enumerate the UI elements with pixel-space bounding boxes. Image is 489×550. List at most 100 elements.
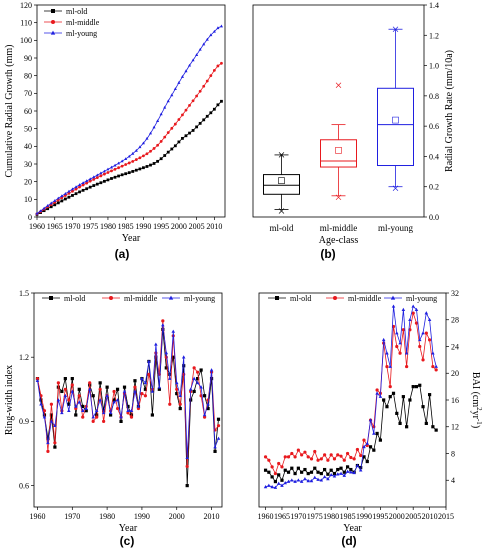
x-tick-label: 1960 bbox=[29, 222, 45, 231]
plot-frame bbox=[252, 4, 425, 218]
x-axis-label: Year bbox=[343, 523, 362, 534]
data-point-ml-young bbox=[195, 380, 200, 385]
x-tick-label: 2005 bbox=[405, 512, 421, 521]
data-point-ml-young bbox=[427, 317, 432, 322]
y-tick-label: 0.0 bbox=[429, 213, 439, 222]
data-point-ml-old bbox=[138, 167, 142, 171]
data-point-ml-middle bbox=[349, 455, 353, 460]
data-point-ml-old bbox=[110, 177, 113, 180]
data-point-ml-old bbox=[81, 188, 85, 192]
data-point-ml-young bbox=[280, 483, 284, 487]
y-tick-label: 0.9 bbox=[19, 417, 29, 426]
data-point-ml-young bbox=[365, 441, 370, 445]
data-point-ml-young bbox=[213, 445, 217, 449]
data-point-ml-old bbox=[421, 405, 425, 409]
data-point-ml-middle bbox=[74, 406, 78, 411]
x-tick-label: 1990 bbox=[135, 222, 151, 231]
data-point-ml-old bbox=[326, 472, 330, 476]
y-tick-label: 0 bbox=[28, 213, 32, 222]
data-point-ml-young bbox=[335, 472, 340, 476]
data-point-ml-young bbox=[191, 58, 195, 62]
mean-marker bbox=[392, 116, 399, 124]
data-point-ml-old bbox=[157, 387, 161, 391]
data-point-ml-old bbox=[119, 419, 123, 423]
data-point-ml-middle bbox=[134, 158, 138, 161]
data-point-ml-young bbox=[195, 53, 199, 56]
data-point-ml-middle bbox=[293, 455, 297, 459]
data-point-ml-middle bbox=[195, 94, 199, 98]
data-point-ml-old bbox=[95, 182, 99, 186]
data-point-ml-young bbox=[141, 141, 145, 145]
min-marker bbox=[335, 194, 342, 201]
data-point-ml-old bbox=[283, 468, 287, 472]
data-point-ml-old bbox=[74, 192, 78, 196]
data-point-ml-middle bbox=[156, 143, 160, 147]
data-point-ml-old bbox=[293, 471, 297, 476]
data-point-ml-middle bbox=[431, 364, 435, 369]
data-point-ml-young bbox=[120, 159, 124, 163]
y-tick-label: 24 bbox=[451, 342, 459, 351]
mean-marker bbox=[278, 177, 285, 184]
x-tick-label: 1980 bbox=[100, 222, 116, 231]
data-point-ml-young bbox=[276, 481, 281, 485]
y-axis-label: Ring-width index bbox=[4, 365, 15, 435]
series-line-ml-middle bbox=[36, 62, 222, 215]
data-point-ml-young bbox=[80, 408, 85, 412]
y-tick-label: 0.6 bbox=[19, 481, 29, 490]
data-point-ml-young bbox=[319, 478, 324, 482]
data-point-ml-old bbox=[313, 466, 317, 470]
data-point-ml-middle bbox=[375, 388, 379, 392]
data-point-ml-middle bbox=[175, 387, 179, 391]
data-point-ml-old bbox=[300, 470, 304, 474]
x-tick-label: 1980 bbox=[323, 512, 339, 521]
data-point-ml-young bbox=[267, 483, 271, 487]
series-ml-young bbox=[35, 323, 221, 460]
data-point-ml-young bbox=[67, 408, 71, 412]
series-ml-old bbox=[35, 327, 221, 488]
data-point-ml-old bbox=[49, 413, 54, 417]
data-point-ml-young bbox=[119, 415, 123, 419]
data-point-ml-middle bbox=[280, 465, 284, 469]
panel-c-ring-width-index: 1960 1970 1980 1990 2000 2010 0.6 0.9 1.2 1.5 Year… bbox=[4, 289, 223, 534]
data-point-ml-middle bbox=[263, 455, 268, 459]
data-point-ml-old bbox=[323, 467, 327, 472]
data-point-ml-middle bbox=[329, 453, 333, 457]
data-point-ml-young bbox=[85, 179, 89, 183]
data-point-ml-middle bbox=[388, 385, 392, 389]
y-tick-label: 80 bbox=[24, 71, 32, 80]
data-point-ml-young bbox=[177, 81, 181, 84]
y-tick-label: 28 bbox=[451, 316, 459, 325]
data-point-ml-middle bbox=[63, 387, 67, 391]
data-point-ml-young bbox=[180, 75, 184, 78]
data-point-ml-young bbox=[332, 474, 337, 478]
data-point-ml-young bbox=[431, 351, 435, 355]
data-point-ml-middle bbox=[273, 471, 278, 476]
data-point-ml-middle bbox=[192, 366, 196, 370]
data-point-ml-old bbox=[81, 404, 85, 409]
x-tick-label: 2010 bbox=[204, 512, 220, 521]
data-point-ml-middle bbox=[220, 61, 223, 65]
legend-marker-ml-middle bbox=[333, 296, 337, 300]
data-point-ml-middle bbox=[345, 451, 350, 456]
data-point-ml-young bbox=[212, 29, 216, 33]
data-point-ml-middle bbox=[405, 364, 409, 369]
legend-label-ml-middle: ml-middle bbox=[348, 294, 382, 303]
y-tick-label: 40 bbox=[24, 142, 32, 151]
data-point-ml-middle bbox=[424, 331, 428, 335]
y-tick-label: 50 bbox=[24, 124, 32, 133]
x-axis-label: Year bbox=[122, 233, 141, 244]
data-point-ml-young bbox=[209, 368, 214, 372]
data-point-ml-middle bbox=[74, 187, 78, 191]
data-point-ml-young bbox=[188, 387, 193, 391]
x-tick-label: 1980 bbox=[99, 512, 115, 521]
data-point-ml-middle bbox=[185, 464, 189, 468]
data-point-ml-young bbox=[88, 177, 92, 181]
y-tick-label: 0.4 bbox=[429, 152, 439, 161]
data-point-ml-old bbox=[196, 377, 200, 381]
y-axis-label-superscript: 2 bbox=[475, 407, 483, 411]
data-point-ml-middle bbox=[136, 406, 141, 411]
data-point-ml-old bbox=[63, 377, 67, 381]
data-point-ml-young bbox=[395, 331, 399, 335]
panel-a-label: (a) bbox=[115, 247, 130, 261]
data-point-ml-young bbox=[362, 444, 366, 449]
